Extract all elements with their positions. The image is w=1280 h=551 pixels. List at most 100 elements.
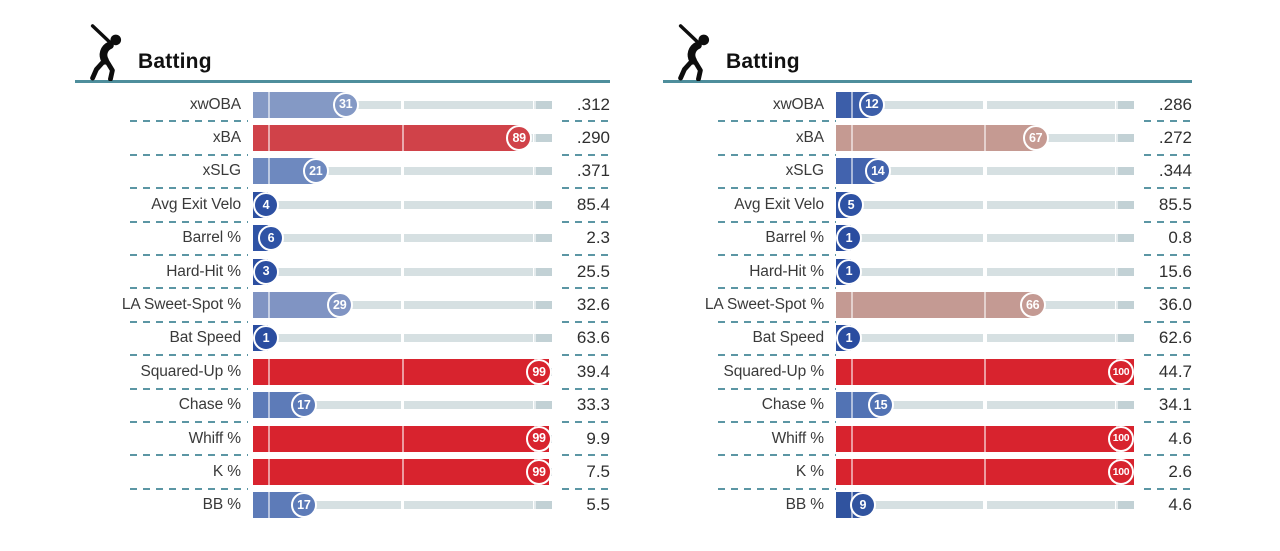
rail	[836, 234, 984, 243]
percentile-slider: 5	[836, 191, 1134, 218]
percentile-slider: 17	[253, 492, 552, 519]
rail	[404, 301, 533, 310]
percentile-circle: 9	[849, 492, 876, 519]
percentile-slider: 12	[836, 91, 1134, 118]
percentile-number: 21	[309, 164, 323, 179]
percentile-number: 3	[262, 264, 270, 279]
tick-50th	[401, 158, 404, 185]
stat-row: BB % 17 5.5	[75, 487, 610, 522]
rail	[404, 334, 533, 343]
tick-95th	[1116, 392, 1119, 419]
tick-50th	[984, 425, 986, 452]
rail	[986, 200, 1115, 209]
percentile-circle: 99	[526, 458, 552, 485]
stat-value: 2.3	[586, 228, 610, 248]
percentile-circle: 17	[290, 392, 317, 419]
stat-row: Squared-Up % 100 44.7	[663, 354, 1192, 388]
percentile-slider: 29	[253, 292, 552, 319]
stat-row: Whiff % 100 4.6	[663, 420, 1192, 455]
tick-95th	[1116, 191, 1119, 218]
tick-5th	[850, 125, 853, 152]
tick-50th	[401, 425, 404, 452]
batting-panel-right: Batting xwOBA 12 .286 xBA	[663, 20, 1192, 522]
tick-50th	[401, 91, 404, 118]
rail	[404, 401, 533, 410]
percentile-number: 15	[874, 397, 888, 412]
stat-value: .286	[1158, 94, 1192, 114]
tick-50th	[984, 358, 986, 385]
rail	[404, 100, 533, 109]
stat-label: Avg Exit Velo	[734, 195, 824, 213]
stat-label: xSLG	[202, 162, 241, 180]
panel-title: Batting	[138, 50, 212, 73]
stat-row: Bat Speed 1 62.6	[663, 320, 1192, 355]
rail	[253, 267, 401, 276]
tick-95th	[1116, 225, 1119, 252]
tick-50th	[401, 191, 404, 218]
rail-end-cap	[1116, 100, 1134, 109]
tick-5th	[267, 91, 270, 118]
percentile-number: 1	[845, 231, 853, 245]
stat-label: xwOBA	[189, 95, 241, 113]
tick-95th	[1116, 158, 1119, 185]
rail-end-cap	[1116, 501, 1134, 510]
rail	[404, 501, 533, 510]
percentile-number: 14	[871, 164, 885, 179]
stat-value: 2.6	[1168, 461, 1192, 481]
tick-95th	[534, 492, 537, 519]
tick-5th	[850, 158, 853, 185]
rail-end-cap	[1116, 301, 1134, 310]
percentile-slider: 67	[836, 125, 1134, 152]
percentile-number: 1	[845, 264, 853, 279]
stat-row: LA Sweet-Spot % 29 32.6	[75, 287, 610, 321]
percentile-slider: 100	[836, 425, 1134, 452]
tick-50th	[984, 158, 986, 185]
rail	[986, 501, 1115, 510]
percentile-number: 4	[262, 197, 270, 212]
rail-end-cap	[534, 167, 552, 176]
percentile-slider: 4	[253, 191, 552, 218]
tick-5th	[267, 292, 270, 319]
tick-50th	[401, 492, 404, 519]
tick-50th	[984, 91, 986, 118]
stat-label: Squared-Up %	[723, 362, 825, 380]
rail	[836, 100, 984, 109]
rail	[404, 167, 533, 176]
percentile-number: 100	[1112, 365, 1130, 378]
stat-row: K % 99 7.5	[75, 454, 610, 488]
stat-label: xwOBA	[772, 95, 824, 113]
percentile-circle: 14	[864, 158, 891, 185]
percentile-slider: 1	[253, 325, 552, 352]
percentile-circle: 17	[290, 492, 317, 519]
stat-row: Bat Speed 1 63.6	[75, 320, 610, 355]
percentile-circle: 3	[253, 258, 279, 285]
rail-end-cap	[534, 134, 552, 143]
tick-95th	[1116, 325, 1119, 352]
percentile-circle: 1	[836, 325, 862, 352]
tick-5th	[267, 158, 270, 185]
percentile-number: 89	[512, 130, 526, 145]
stat-label: BB %	[202, 496, 241, 514]
tick-95th	[534, 325, 537, 352]
tick-5th	[850, 392, 853, 419]
percentile-circle: 1	[836, 258, 862, 285]
rail	[836, 401, 984, 410]
tick-50th	[984, 225, 986, 252]
tick-5th	[267, 125, 270, 152]
rows: xwOBA 31 .312 xBA 89	[75, 88, 610, 522]
stat-row: xBA 67 .272	[663, 120, 1192, 154]
stat-row: Barrel % 1 0.8	[663, 220, 1192, 255]
tick-50th	[401, 458, 404, 485]
percentile-circle: 99	[526, 358, 552, 385]
percentile-bar	[836, 125, 1036, 152]
percentile-number: 6	[267, 231, 275, 245]
rail	[404, 200, 533, 209]
percentile-slider: 6	[253, 225, 552, 252]
tick-50th	[984, 325, 986, 352]
percentile-slider: 1	[836, 325, 1134, 352]
percentile-number: 99	[532, 464, 546, 479]
tick-5th	[267, 358, 270, 385]
tick-5th	[267, 425, 270, 452]
rail	[253, 401, 401, 410]
